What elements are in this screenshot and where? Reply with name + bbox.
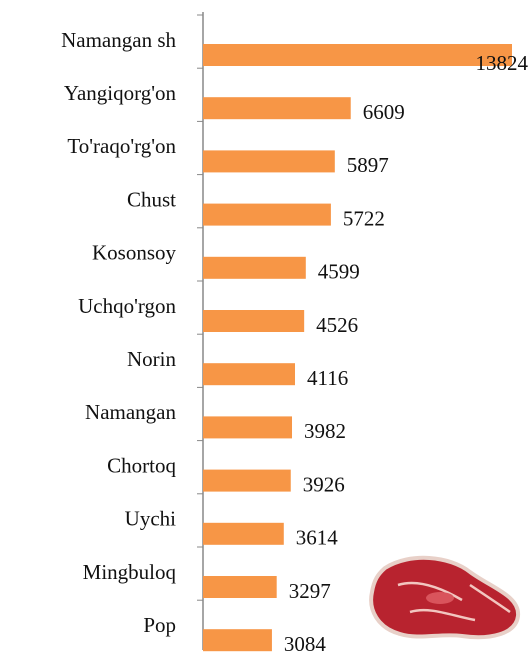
bar xyxy=(203,522,284,545)
category-label: Namangan xyxy=(85,400,176,424)
value-label: 5722 xyxy=(343,206,385,230)
bar xyxy=(203,97,351,120)
category-label: Uychi xyxy=(125,507,176,531)
category-label: Yangiqorg'on xyxy=(64,81,177,105)
steak-image xyxy=(369,555,521,640)
bar xyxy=(203,203,331,226)
bar xyxy=(203,150,335,173)
category-label: Chortoq xyxy=(107,453,176,477)
value-label: 6609 xyxy=(363,100,405,124)
category-label: Uchqo'rgon xyxy=(78,294,176,318)
category-label: To'raqo'rg'on xyxy=(67,134,176,158)
value-label: 3982 xyxy=(304,419,346,443)
value-label: 3926 xyxy=(303,472,345,496)
bar xyxy=(203,44,512,66)
category-label: Norin xyxy=(127,347,176,371)
category-label: Mingbuloq xyxy=(83,560,177,584)
value-label: 4599 xyxy=(318,260,360,284)
value-label: 3084 xyxy=(284,632,327,653)
bar xyxy=(203,416,293,439)
value-label: 3614 xyxy=(296,526,339,550)
bar xyxy=(203,256,306,279)
value-label: 4116 xyxy=(307,366,348,390)
category-label: Chust xyxy=(127,187,176,211)
value-label: 5897 xyxy=(347,153,389,177)
bar xyxy=(203,629,272,652)
value-label: 4526 xyxy=(316,313,358,337)
value-label: 13824 xyxy=(476,51,529,75)
bar xyxy=(203,469,291,492)
bar xyxy=(203,363,296,386)
bar xyxy=(203,310,305,332)
category-label: Kosonsoy xyxy=(92,241,177,265)
category-label: Namangan sh xyxy=(61,28,176,52)
value-label: 3297 xyxy=(289,579,331,603)
bar xyxy=(203,576,277,598)
category-label: Pop xyxy=(143,613,176,637)
